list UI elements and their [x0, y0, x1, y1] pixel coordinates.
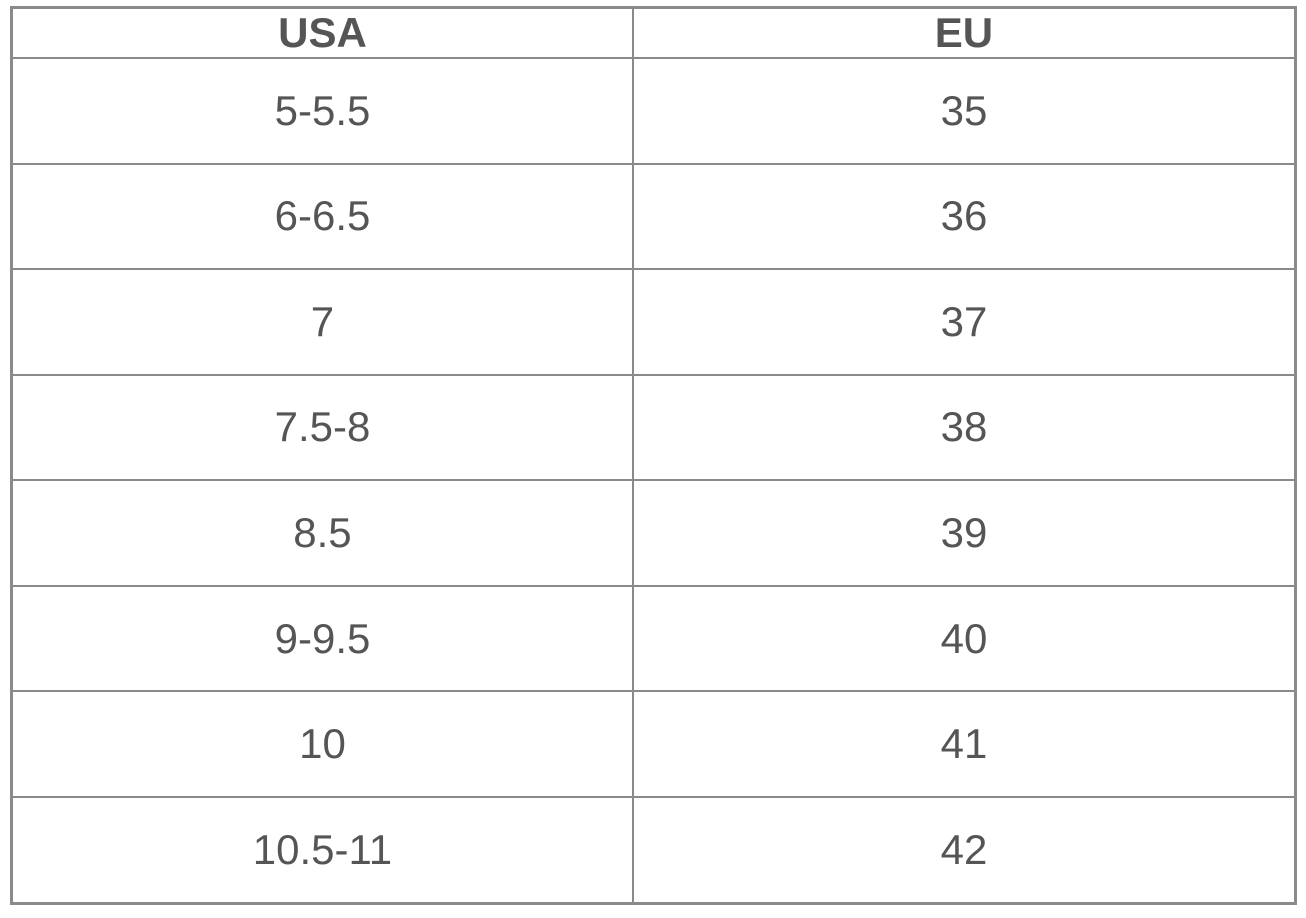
cell-usa: 10 — [10, 690, 634, 798]
column-header-eu: EU — [631, 6, 1297, 59]
column-header-usa: USA — [10, 6, 634, 59]
cell-eu: 41 — [631, 690, 1297, 798]
table-row: 9-9.5 40 — [10, 584, 1297, 693]
table-row: 6-6.5 36 — [10, 162, 1297, 271]
cell-usa: 7 — [10, 268, 634, 376]
table-row: 8.5 39 — [10, 479, 1297, 587]
cell-eu: 42 — [631, 795, 1297, 905]
header-row: USA EU — [10, 6, 1297, 59]
cell-usa: 10.5-11 — [10, 795, 634, 905]
cell-eu: 35 — [631, 57, 1297, 165]
table-row: 7.5-8 38 — [10, 373, 1297, 482]
cell-eu: 38 — [631, 373, 1297, 482]
cell-eu: 37 — [631, 268, 1297, 376]
table-row: 10 41 — [10, 690, 1297, 798]
cell-eu: 39 — [631, 479, 1297, 587]
table-row: 5-5.5 35 — [10, 57, 1297, 165]
cell-eu: 40 — [631, 584, 1297, 693]
cell-usa: 7.5-8 — [10, 373, 634, 482]
cell-eu: 36 — [631, 162, 1297, 271]
cell-usa: 8.5 — [10, 479, 634, 587]
cell-usa: 6-6.5 — [10, 162, 634, 271]
cell-usa: 5-5.5 — [10, 57, 634, 165]
table-row: 7 37 — [10, 268, 1297, 376]
table-row: 10.5-11 42 — [10, 795, 1297, 905]
cell-usa: 9-9.5 — [10, 584, 634, 693]
size-conversion-table: USA EU 5-5.5 35 6-6.5 36 7 37 7.5-8 38 8… — [10, 6, 1297, 905]
